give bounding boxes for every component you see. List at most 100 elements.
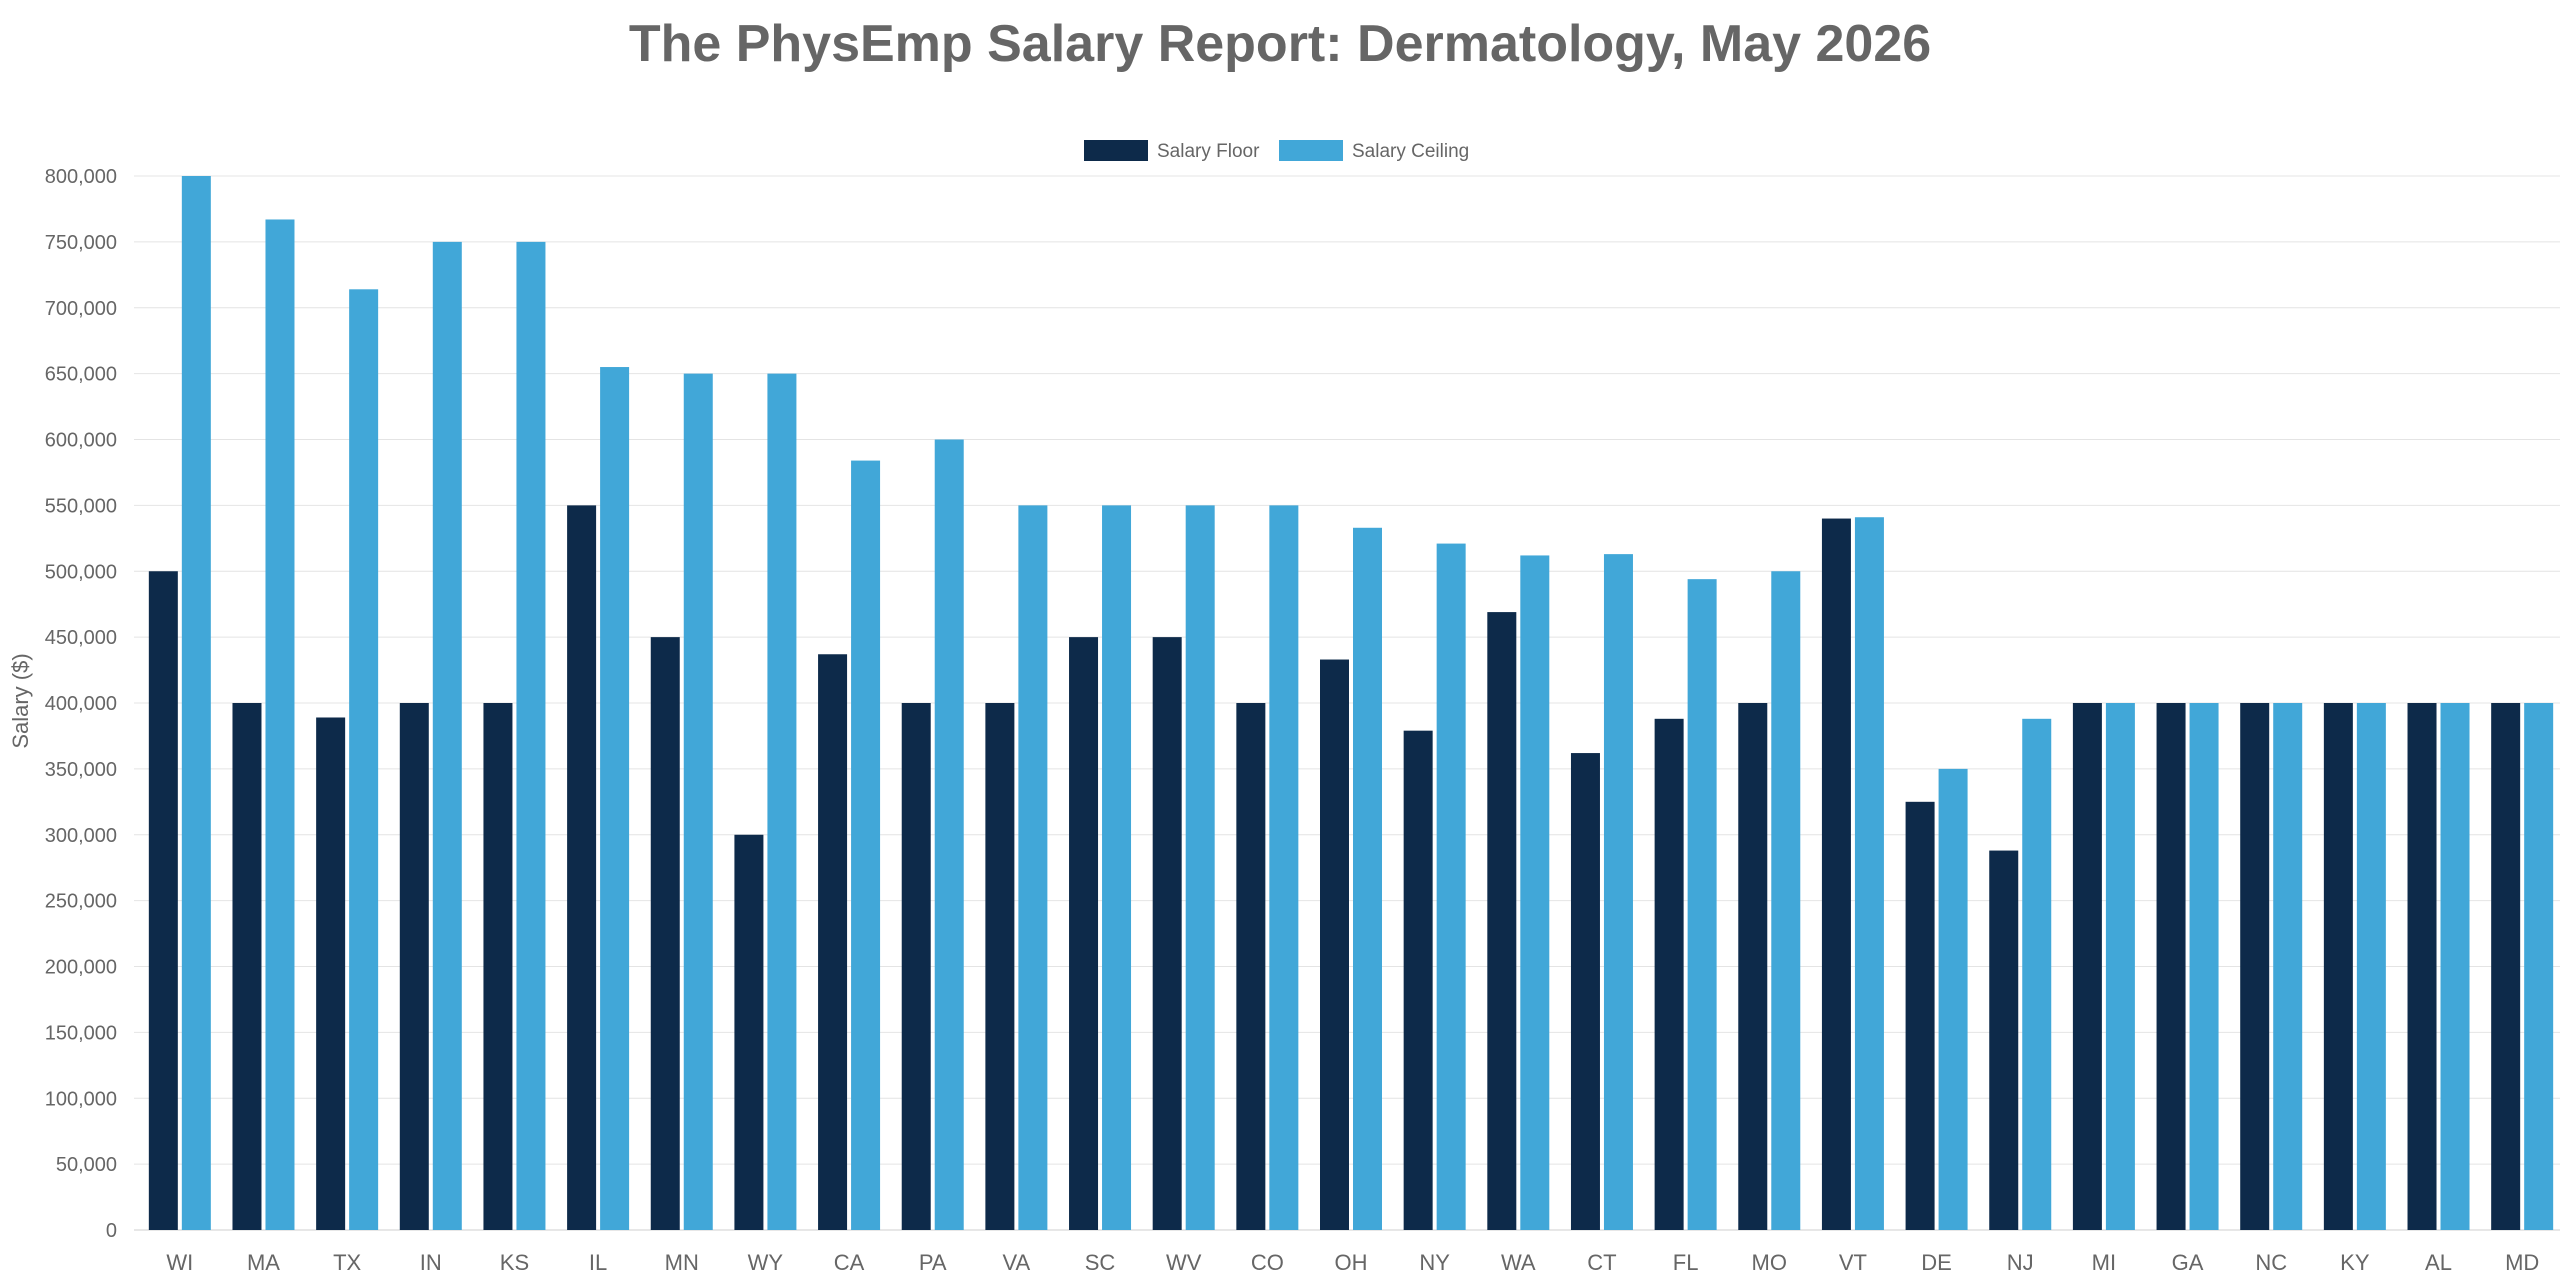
legend-item-salary-floor[interactable]: Salary Floor — [1084, 140, 1260, 162]
bar-ceiling-in[interactable] — [432, 241, 462, 1230]
bar-floor-pa[interactable] — [901, 703, 931, 1230]
bar-floor-wa[interactable] — [1487, 612, 1517, 1230]
y-tick-label: 200,000 — [45, 957, 117, 979]
bar-ceiling-de[interactable] — [1938, 768, 1968, 1230]
bar-floor-nc[interactable] — [2240, 703, 2270, 1230]
x-tick-label: IN — [420, 1250, 442, 1275]
bar-ceiling-co[interactable] — [1269, 505, 1299, 1230]
y-tick-label: 350,000 — [45, 759, 117, 781]
x-tick-label: VA — [1003, 1250, 1031, 1275]
bar-ceiling-ma[interactable] — [265, 219, 295, 1231]
x-tick-label: MD — [2505, 1250, 2539, 1275]
bar-floor-ca[interactable] — [818, 654, 848, 1230]
bar-floor-fl[interactable] — [1654, 718, 1684, 1230]
y-tick-label: 550,000 — [45, 495, 117, 517]
bar-floor-ky[interactable] — [2323, 703, 2353, 1230]
y-tick-label: 800,000 — [45, 166, 117, 188]
x-tick-label: MI — [2092, 1250, 2116, 1275]
legend-label: Salary Ceiling — [1352, 141, 1469, 162]
bar-ceiling-al[interactable] — [2440, 703, 2470, 1230]
x-tick-label: OH — [1335, 1250, 1368, 1275]
bar-floor-vt[interactable] — [1821, 518, 1851, 1230]
bar-ceiling-oh[interactable] — [1353, 527, 1382, 1230]
bar-floor-mi[interactable] — [2072, 703, 2102, 1230]
bar-ceiling-wi[interactable] — [181, 176, 211, 1230]
bar-ceiling-nc[interactable] — [2273, 703, 2303, 1230]
bar-floor-al[interactable] — [2407, 703, 2437, 1230]
y-axis-title: Salary ($) — [8, 653, 33, 748]
x-tick-label: NY — [1419, 1250, 1450, 1275]
bar-ceiling-ny[interactable] — [1436, 543, 1466, 1230]
x-tick-label: KS — [500, 1250, 529, 1275]
x-tick-label: CA — [834, 1250, 865, 1275]
bar-floor-wi[interactable] — [148, 571, 178, 1230]
x-tick-label: IL — [589, 1250, 607, 1275]
bar-floor-tx[interactable] — [316, 717, 346, 1230]
x-tick-label: WI — [166, 1250, 193, 1275]
bar-floor-ks[interactable] — [483, 703, 513, 1230]
y-axis-ticks: 0 50,000 100,000 150,000 200,000 250,000 300,0… — [45, 166, 117, 1242]
y-tick-label: 500,000 — [45, 561, 117, 583]
bar-floor-il[interactable] — [567, 505, 597, 1230]
bar-ceiling-sc[interactable] — [1102, 505, 1132, 1230]
bar-floor-ct[interactable] — [1570, 753, 1600, 1230]
bar-floor-ma[interactable] — [232, 703, 262, 1230]
bar-floor-de[interactable] — [1905, 801, 1935, 1230]
bar-ceiling-ks[interactable] — [516, 241, 546, 1230]
x-tick-label: KY — [2340, 1250, 2370, 1275]
x-axis-ticks: WI MA TX IN KS IL MN WY CA PA VA SC WV CO OH NY WA CT FL MO… — [166, 1250, 2539, 1275]
bar-ceiling-wy[interactable] — [767, 373, 797, 1230]
bar-ceiling-ky[interactable] — [2356, 703, 2386, 1230]
bar-ceiling-nj[interactable] — [2022, 718, 2052, 1230]
bar-floor-wy[interactable] — [734, 834, 764, 1230]
bar-ceiling-md[interactable] — [2524, 703, 2554, 1230]
bar-floor-co[interactable] — [1236, 703, 1266, 1230]
bar-ceiling-va[interactable] — [1018, 505, 1048, 1230]
bar-floor-wv[interactable] — [1152, 637, 1182, 1230]
y-tick-label: 400,000 — [45, 693, 117, 715]
bar-floor-mn[interactable] — [650, 637, 680, 1230]
x-tick-label: PA — [919, 1250, 947, 1275]
x-tick-label: NJ — [2007, 1250, 2034, 1275]
bar-ceiling-tx[interactable] — [349, 289, 379, 1230]
legend[interactable]: Salary Floor Salary Ceiling — [1084, 140, 1469, 162]
bar-ceiling-ga[interactable] — [2189, 703, 2219, 1230]
bar-floor-in[interactable] — [399, 703, 429, 1230]
bar-floor-mo[interactable] — [1738, 703, 1768, 1230]
x-tick-label: WV — [1166, 1250, 1202, 1275]
x-tick-label: MO — [1752, 1250, 1787, 1275]
y-tick-label: 100,000 — [45, 1088, 117, 1110]
bar-ceiling-mi[interactable] — [2105, 703, 2135, 1230]
legend-item-salary-ceiling[interactable]: Salary Ceiling — [1279, 140, 1469, 162]
legend-swatch — [1279, 140, 1343, 161]
bar-ceiling-vt[interactable] — [1854, 517, 1884, 1230]
bar-ceiling-ca[interactable] — [851, 460, 881, 1231]
bar-floor-ny[interactable] — [1403, 730, 1433, 1230]
x-tick-label: SC — [1085, 1250, 1116, 1275]
x-tick-label: WA — [1501, 1250, 1536, 1275]
bars — [148, 176, 2554, 1231]
bar-ceiling-ct[interactable] — [1603, 554, 1633, 1230]
bar-floor-nj[interactable] — [1989, 850, 2019, 1230]
bar-ceiling-wv[interactable] — [1185, 505, 1215, 1230]
y-tick-label: 700,000 — [45, 298, 117, 320]
bar-floor-ga[interactable] — [2156, 703, 2186, 1230]
x-tick-label: MN — [665, 1250, 699, 1275]
bar-floor-sc[interactable] — [1069, 637, 1099, 1230]
bar-floor-oh[interactable] — [1320, 659, 1349, 1230]
bar-ceiling-fl[interactable] — [1687, 579, 1717, 1230]
x-tick-label: VT — [1839, 1250, 1867, 1275]
y-tick-label: 450,000 — [45, 627, 117, 649]
x-tick-label: CT — [1587, 1250, 1616, 1275]
legend-label: Salary Floor — [1157, 141, 1260, 162]
x-tick-label: AL — [2425, 1250, 2452, 1275]
bar-ceiling-mn[interactable] — [683, 373, 713, 1230]
bar-floor-md[interactable] — [2491, 703, 2521, 1230]
x-tick-label: FL — [1673, 1250, 1699, 1275]
x-tick-label: CO — [1251, 1250, 1284, 1275]
bar-floor-va[interactable] — [985, 703, 1015, 1230]
bar-ceiling-wa[interactable] — [1520, 555, 1550, 1230]
bar-ceiling-pa[interactable] — [934, 439, 964, 1231]
bar-ceiling-mo[interactable] — [1771, 571, 1801, 1230]
bar-ceiling-il[interactable] — [600, 367, 630, 1231]
